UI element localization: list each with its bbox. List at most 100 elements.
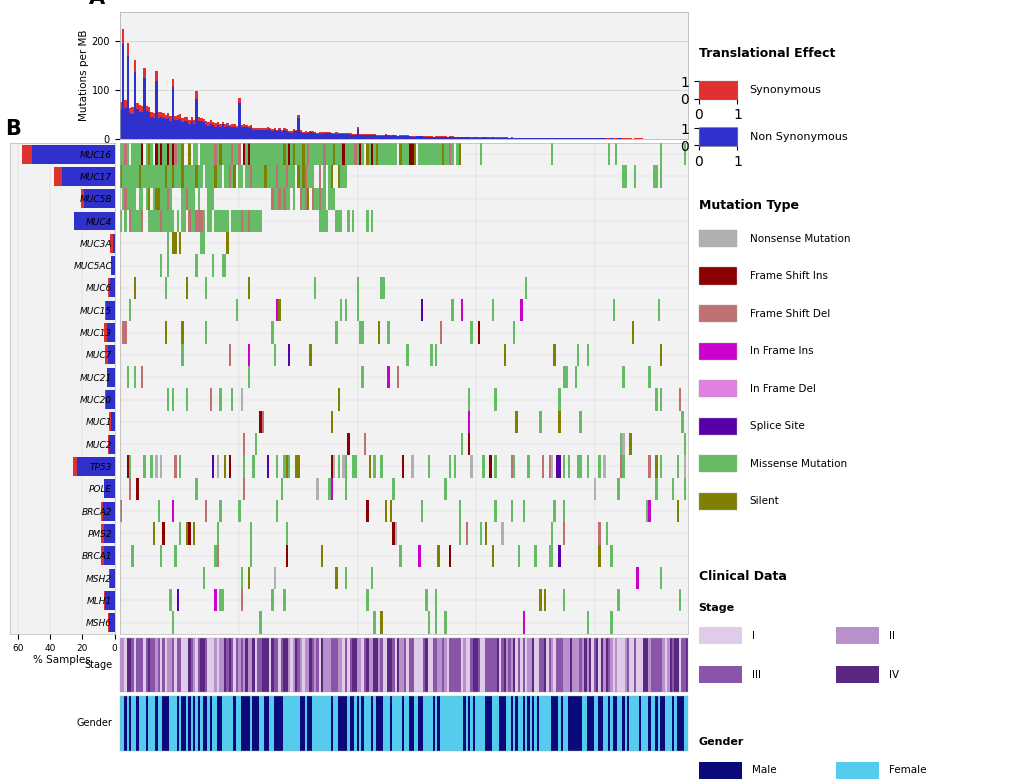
Bar — [224, 254, 226, 277]
Bar — [586, 344, 588, 366]
Bar — [153, 522, 155, 544]
Bar — [264, 143, 266, 165]
Bar — [323, 188, 325, 210]
Bar — [146, 696, 148, 751]
Bar — [378, 143, 380, 165]
Bar — [657, 696, 659, 751]
Bar — [224, 210, 226, 232]
Bar — [183, 117, 185, 121]
Bar — [139, 210, 141, 232]
Bar — [532, 138, 534, 139]
Bar — [328, 132, 330, 133]
Bar — [503, 696, 505, 751]
Bar — [228, 455, 231, 478]
Bar — [496, 138, 498, 139]
Bar — [157, 696, 160, 751]
Bar — [409, 136, 411, 139]
Bar — [198, 117, 200, 121]
Bar — [520, 696, 522, 751]
Bar — [196, 638, 198, 692]
Bar — [382, 135, 385, 136]
Bar — [219, 124, 221, 127]
Bar — [629, 696, 631, 751]
Bar — [659, 389, 661, 411]
Bar — [330, 411, 332, 433]
Bar — [302, 165, 305, 188]
Bar — [240, 165, 243, 188]
Bar — [292, 129, 294, 131]
Bar — [553, 638, 555, 692]
Bar — [455, 137, 459, 139]
Bar — [307, 132, 309, 133]
Text: III: III — [751, 670, 760, 680]
Bar — [243, 143, 245, 165]
Bar — [453, 696, 455, 751]
Text: Female: Female — [889, 766, 926, 775]
Bar — [283, 455, 285, 478]
Bar — [413, 137, 416, 139]
Bar — [224, 696, 226, 751]
Bar — [337, 134, 339, 139]
Bar — [146, 111, 148, 139]
Bar — [252, 455, 255, 478]
Bar — [451, 696, 453, 751]
Bar — [430, 143, 432, 165]
Bar — [259, 128, 262, 130]
Bar — [463, 138, 466, 139]
Bar — [129, 188, 131, 210]
Bar — [191, 121, 193, 139]
Bar — [380, 696, 382, 751]
Bar — [683, 478, 686, 500]
Bar — [622, 696, 624, 751]
Bar — [539, 696, 541, 751]
Bar — [205, 696, 207, 751]
Bar — [203, 638, 205, 692]
Bar — [124, 100, 126, 107]
Bar — [409, 638, 411, 692]
Bar — [307, 165, 309, 188]
Bar — [321, 143, 323, 165]
Bar — [565, 366, 567, 389]
Bar — [305, 696, 307, 751]
Bar — [394, 696, 396, 751]
Bar — [193, 638, 196, 692]
Bar — [389, 143, 392, 165]
Bar — [543, 638, 546, 692]
Bar — [273, 188, 276, 210]
Bar — [461, 299, 463, 321]
Bar — [513, 455, 515, 478]
Bar — [189, 188, 191, 210]
Bar — [339, 143, 342, 165]
Bar — [380, 277, 382, 299]
Bar — [392, 135, 394, 139]
Bar — [257, 696, 259, 751]
Bar — [657, 299, 659, 321]
Bar — [396, 136, 399, 139]
Bar — [214, 589, 217, 612]
Bar — [252, 696, 255, 751]
Bar — [505, 138, 507, 139]
Bar — [283, 130, 285, 139]
Bar — [207, 638, 210, 692]
Bar — [124, 188, 126, 210]
Bar — [217, 638, 219, 692]
Bar — [574, 638, 577, 692]
Bar — [399, 696, 401, 751]
Bar — [550, 544, 553, 567]
Bar — [593, 696, 595, 751]
Bar — [441, 137, 444, 139]
Bar — [314, 143, 316, 165]
Bar — [629, 638, 631, 692]
Bar — [287, 132, 290, 139]
Bar — [392, 143, 394, 165]
Bar — [577, 696, 579, 751]
Bar — [629, 433, 631, 455]
Bar — [574, 366, 577, 389]
Bar — [318, 132, 321, 134]
Bar — [248, 277, 250, 299]
Bar — [371, 638, 373, 692]
Bar — [133, 60, 137, 72]
Bar — [567, 696, 570, 751]
Bar — [151, 165, 153, 188]
Bar — [430, 696, 432, 751]
